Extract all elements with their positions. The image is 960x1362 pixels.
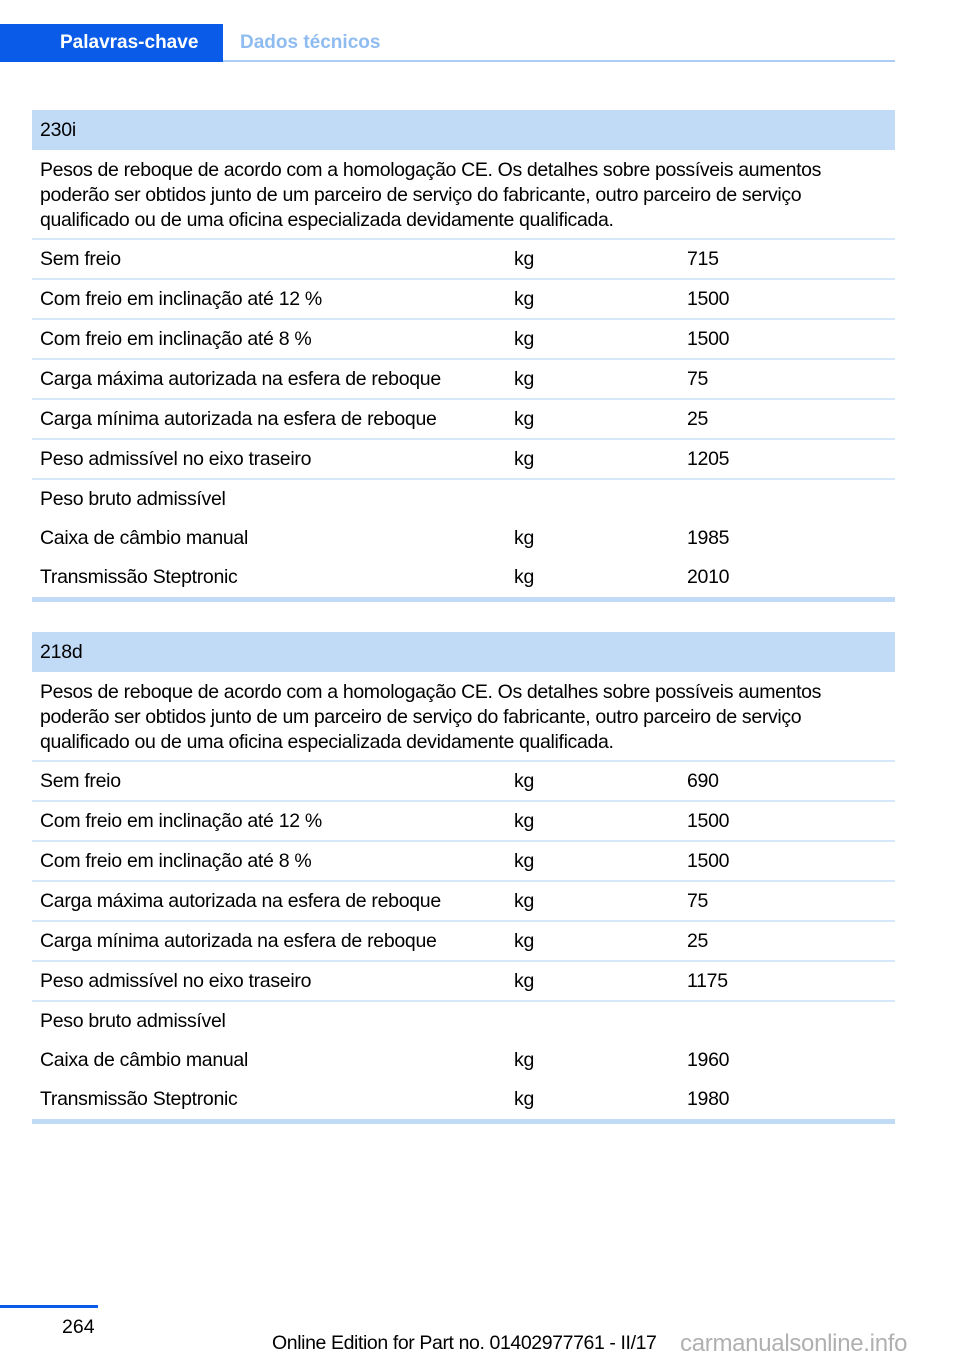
watermark-logo: carmanualsonline.info xyxy=(680,1330,908,1357)
row-value: 1175 xyxy=(687,970,728,992)
table-row: Transmissão Steptronic kg 1980 xyxy=(32,1080,895,1119)
row-unit: kg xyxy=(514,1088,534,1110)
row-label: Transmissão Steptronic xyxy=(40,1088,238,1110)
row-label: Carga máxima autorizada na esfera de reb… xyxy=(40,890,441,912)
row-value: 75 xyxy=(687,890,709,912)
row-label: Com freio em inclinação até 12 % xyxy=(40,810,322,832)
gross-weight-heading: Peso bruto admissível xyxy=(32,1002,895,1041)
row-label: Peso bruto admissível xyxy=(40,1010,226,1032)
row-value: 1985 xyxy=(687,527,730,549)
row-label: Com freio em inclinação até 12 % xyxy=(40,288,322,310)
row-label: Peso admissível no eixo traseiro xyxy=(40,448,312,470)
row-unit: kg xyxy=(514,566,534,588)
table-end-bar xyxy=(32,597,895,602)
row-unit: kg xyxy=(514,810,534,832)
page-number: 264 xyxy=(62,1316,95,1338)
table-row: Peso admissível no eixo traseiro kg 1205 xyxy=(32,440,895,480)
row-label: Caixa de câmbio manual xyxy=(40,527,249,549)
row-label: Peso bruto admissível xyxy=(40,488,226,510)
row-unit: kg xyxy=(514,288,534,310)
row-value: 1500 xyxy=(687,288,730,310)
row-value: 1500 xyxy=(687,810,730,832)
row-unit: kg xyxy=(514,1049,534,1071)
row-value: 75 xyxy=(687,368,709,390)
tab-palavras-chave[interactable]: Palavras-chave xyxy=(0,24,223,62)
row-label: Com freio em inclinação até 8 % xyxy=(40,328,312,350)
table-row: Carga mínima autorizada na esfera de reb… xyxy=(32,400,895,440)
table-row: Carga máxima autorizada na esfera de reb… xyxy=(32,882,895,922)
table-row: Com freio em inclinação até 12 % kg 1500 xyxy=(32,802,895,842)
row-value: 25 xyxy=(687,408,709,430)
table-row: Transmissão Steptronic kg 2010 xyxy=(32,558,895,597)
section-title: 230i xyxy=(32,110,895,150)
table-row: Com freio em inclinação até 8 % kg 1500 xyxy=(32,842,895,882)
section-title: 218d xyxy=(32,632,895,672)
table-row: Caixa de câmbio manual kg 1960 xyxy=(32,1041,895,1080)
row-value: 1960 xyxy=(687,1049,730,1071)
row-value: 1980 xyxy=(687,1088,730,1110)
row-label: Carga mínima autorizada na esfera de reb… xyxy=(40,408,437,430)
row-label: Transmissão Steptronic xyxy=(40,566,238,588)
table-row: Sem freio kg 690 xyxy=(32,762,895,802)
table-row: Carga mínima autorizada na esfera de reb… xyxy=(32,922,895,962)
row-label: Carga mínima autorizada na esfera de reb… xyxy=(40,930,437,952)
row-value: 25 xyxy=(687,930,709,952)
spec-table-218d: 218d Pesos de reboque de acordo com a ho… xyxy=(32,632,895,1124)
row-unit: kg xyxy=(514,328,534,350)
row-unit: kg xyxy=(514,890,534,912)
row-unit: kg xyxy=(514,770,534,792)
row-unit: kg xyxy=(514,448,534,470)
gross-weight-heading: Peso bruto admissível xyxy=(32,480,895,519)
row-unit: kg xyxy=(514,850,534,872)
row-unit: kg xyxy=(514,368,534,390)
tab-dados-tecnicos[interactable]: Dados técnicos xyxy=(240,32,381,53)
row-value: 2010 xyxy=(687,566,730,588)
row-label: Com freio em inclinação até 8 % xyxy=(40,850,312,872)
row-value: 715 xyxy=(687,248,719,270)
row-label: Carga máxima autorizada na esfera de reb… xyxy=(40,368,441,390)
row-value: 1205 xyxy=(687,448,730,470)
row-label: Peso admissível no eixo traseiro xyxy=(40,970,312,992)
section-description: Pesos de reboque de acordo com a homolog… xyxy=(32,150,895,240)
table-row: Sem freio kg 715 xyxy=(32,240,895,280)
row-value: 1500 xyxy=(687,850,730,872)
table-end-bar xyxy=(32,1119,895,1124)
row-unit: kg xyxy=(514,527,534,549)
row-value: 690 xyxy=(687,770,719,792)
tab-underline xyxy=(223,60,895,62)
footer-divider xyxy=(0,1305,98,1308)
row-label: Caixa de câmbio manual xyxy=(40,1049,249,1071)
table-row: Com freio em inclinação até 12 % kg 1500 xyxy=(32,280,895,320)
row-unit: kg xyxy=(514,408,534,430)
section-description: Pesos de reboque de acordo com a homolog… xyxy=(32,672,895,762)
spec-table-230i: 230i Pesos de reboque de acordo com a ho… xyxy=(32,110,895,602)
row-unit: kg xyxy=(514,970,534,992)
table-row: Caixa de câmbio manual kg 1985 xyxy=(32,519,895,558)
row-unit: kg xyxy=(514,930,534,952)
table-row: Peso admissível no eixo traseiro kg 1175 xyxy=(32,962,895,1002)
table-row: Carga máxima autorizada na esfera de reb… xyxy=(32,360,895,400)
table-row: Com freio em inclinação até 8 % kg 1500 xyxy=(32,320,895,360)
row-label: Sem freio xyxy=(40,248,121,270)
row-value: 1500 xyxy=(687,328,730,350)
row-label: Sem freio xyxy=(40,770,121,792)
row-unit: kg xyxy=(514,248,534,270)
edition-text: Online Edition for Part no. 01402977761 … xyxy=(272,1332,657,1354)
